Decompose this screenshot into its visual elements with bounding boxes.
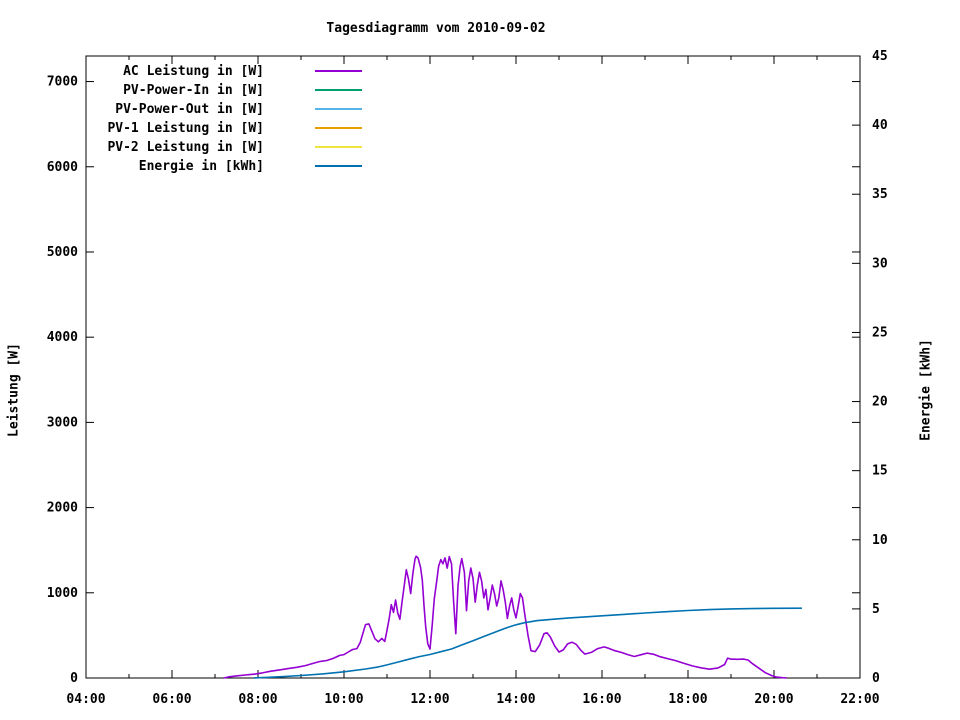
legend-label: PV-2 Leistung in [W]: [107, 140, 264, 155]
x-tick-label: 08:00: [238, 692, 277, 707]
chart-title: Tagesdiagramm vom 2010-09-02: [326, 21, 546, 36]
legend-label: AC Leistung in [W]: [123, 64, 264, 79]
y-tick-label: 3000: [47, 415, 78, 430]
legend-color-line: [315, 165, 362, 167]
x-tick-label: 04:00: [66, 692, 105, 707]
y-tick-label: 6000: [47, 160, 78, 175]
y2-tick-label: 25: [872, 325, 888, 340]
legend-item: PV-Power-Out in [W]: [60, 100, 420, 119]
y2-tick-label: 5: [872, 602, 880, 617]
legend-item: PV-Power-In in [W]: [60, 81, 420, 100]
y-tick-label: 2000: [47, 501, 78, 516]
x-tick-label: 14:00: [496, 692, 535, 707]
y-tick-label: 7000: [47, 75, 78, 90]
legend-color-line: [315, 146, 362, 148]
x-tick-label: 10:00: [324, 692, 363, 707]
y2-tick-label: 35: [872, 187, 888, 202]
legend-label: PV-Power-Out in [W]: [115, 102, 264, 117]
legend: AC Leistung in [W] PV-Power-In in [W] PV-P…: [60, 62, 420, 176]
legend-label: PV-1 Leistung in [W]: [107, 121, 264, 136]
x-tick-label: 18:00: [668, 692, 707, 707]
y-tick-label: 0: [70, 671, 78, 686]
y-tick-label: 5000: [47, 245, 78, 260]
legend-item: PV-1 Leistung in [W]: [60, 119, 420, 138]
x-tick-label: 22:00: [840, 692, 879, 707]
y2-tick-label: 30: [872, 256, 888, 271]
legend-color-line: [315, 70, 362, 72]
x-tick-label: 06:00: [152, 692, 191, 707]
series-line-5: [253, 607, 802, 679]
y2-tick-label: 45: [872, 49, 888, 64]
legend-color-line: [315, 127, 362, 129]
legend-label: PV-Power-In in [W]: [123, 83, 264, 98]
legend-color-line: [315, 108, 362, 110]
series-line-0: [223, 555, 787, 679]
y2-tick-label: 40: [872, 118, 888, 133]
x-tick-label: 20:00: [754, 692, 793, 707]
x-tick-label: 16:00: [582, 692, 621, 707]
y-tick-label: 1000: [47, 586, 78, 601]
legend-label: Energie in [kWh]: [138, 159, 264, 174]
y2-tick-label: 15: [872, 464, 888, 479]
legend-item: PV-2 Leistung in [W]: [60, 138, 420, 157]
y2-tick-label: 10: [872, 533, 888, 548]
y2-tick-label: 0: [872, 671, 880, 686]
legend-item: AC Leistung in [W]: [60, 62, 420, 81]
y2-tick-label: 20: [872, 395, 888, 410]
y-tick-label: 4000: [47, 330, 78, 345]
legend-item: Energie in [kWh]: [60, 157, 420, 176]
x-tick-label: 12:00: [410, 692, 449, 707]
legend-color-line: [315, 89, 362, 91]
